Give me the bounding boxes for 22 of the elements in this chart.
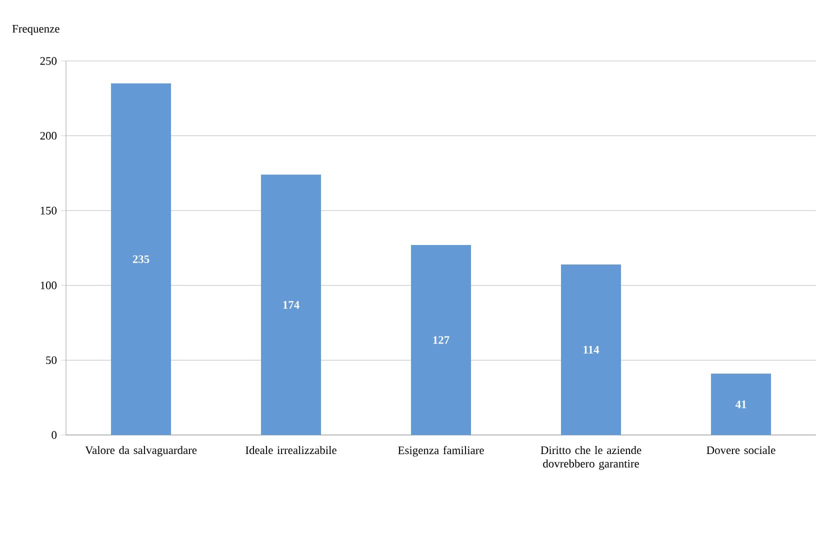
x-tick-label: Diritto che le aziende dovrebbero garantire	[540, 446, 642, 470]
data-label: 41	[735, 400, 746, 408]
y-tick-label: 0	[52, 431, 57, 439]
y-axis-title: Frequenze	[12, 25, 60, 35]
data-label: 114	[584, 346, 600, 354]
x-tick-label: Esigenza familiare	[398, 446, 484, 457]
data-label: 235	[132, 255, 150, 264]
x-tick-label: Valore da salvaguardare	[85, 446, 197, 456]
data-label: 174	[283, 301, 300, 309]
bar	[111, 83, 172, 435]
y-tick-label: 100	[40, 282, 57, 290]
data-label: 127	[433, 336, 450, 344]
bar	[561, 264, 622, 435]
bar	[711, 374, 772, 435]
bar	[411, 244, 472, 435]
y-tick-label: 50	[46, 356, 57, 364]
x-tick-label: Ideale irrealizzabile	[246, 446, 336, 454]
bar	[261, 174, 322, 435]
y-tick-label: 250	[40, 57, 57, 65]
x-tick-label: Dovere sociale	[706, 446, 776, 454]
y-tick-label: 200	[40, 132, 57, 140]
y-tick-label: 150	[40, 206, 57, 214]
